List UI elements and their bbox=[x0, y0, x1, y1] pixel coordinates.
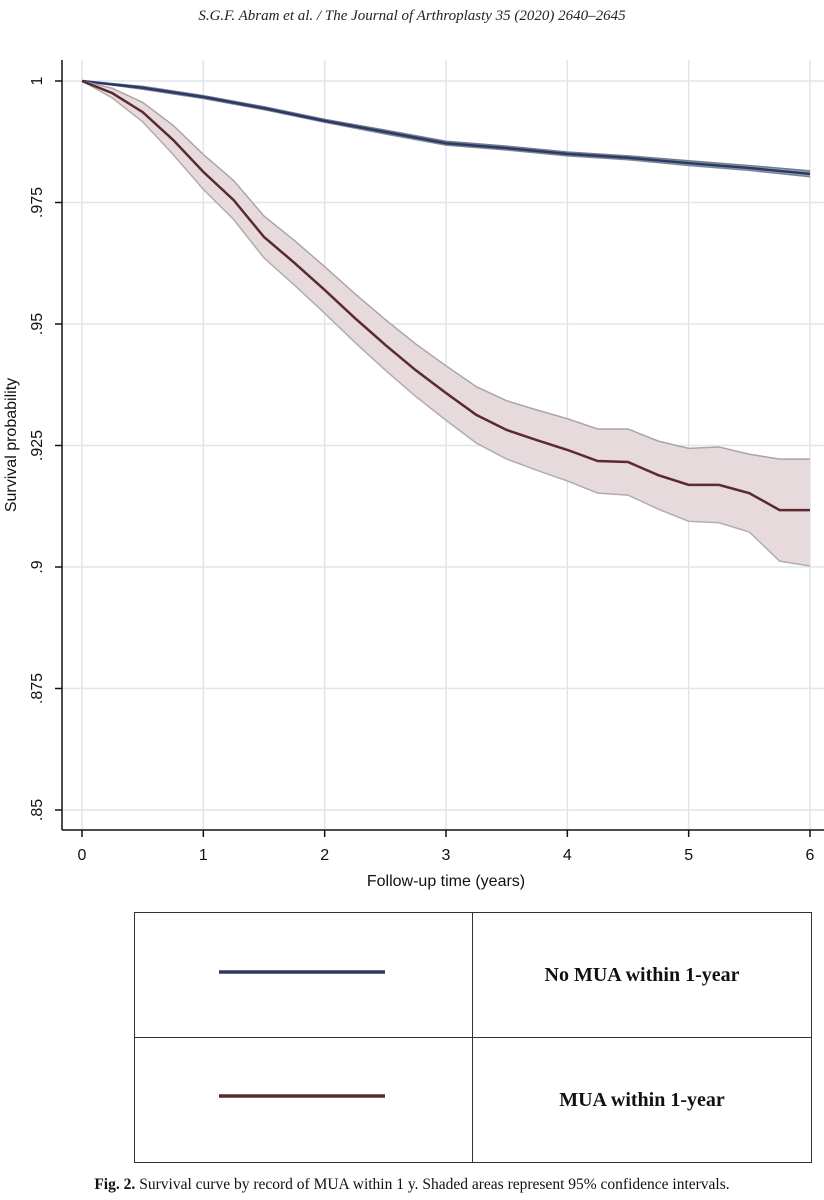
y-tick-label: .925 bbox=[29, 430, 46, 461]
confidence-band bbox=[82, 81, 810, 567]
x-tick-label: 1 bbox=[199, 847, 208, 864]
survival-line bbox=[81, 79, 810, 512]
legend-label: No MUA within 1-year bbox=[472, 912, 812, 1038]
ci-lower-line bbox=[81, 80, 811, 178]
ci-upper-line bbox=[81, 80, 811, 172]
y-tick-label: .85 bbox=[29, 799, 46, 821]
legend-swatch-cell bbox=[219, 970, 385, 974]
caption: Fig. 2. Survival curve by record of MUA w… bbox=[0, 1176, 824, 1194]
x-axis-label: Follow-up time (years) bbox=[367, 873, 525, 890]
y-tick-label: .975 bbox=[29, 187, 46, 218]
y-axis-label: Survival probability bbox=[3, 378, 20, 512]
x-tick-label: 0 bbox=[78, 847, 87, 864]
x-tick-label: 6 bbox=[806, 847, 815, 864]
y-tick-label: .875 bbox=[29, 673, 46, 704]
legend-swatch-cell bbox=[219, 1094, 385, 1098]
x-tick-label: 4 bbox=[563, 847, 572, 864]
legend: No MUA within 1-year MUA within 1-year bbox=[134, 912, 812, 1163]
x-tick-label: 5 bbox=[684, 847, 693, 864]
x-tick-label: 3 bbox=[442, 847, 451, 864]
legend-label: MUA within 1-year bbox=[472, 1037, 812, 1163]
x-tick-label: 2 bbox=[320, 847, 329, 864]
chart: Follow-up time (years) Survival probabil… bbox=[3, 60, 824, 890]
caption-label: Fig. 2. bbox=[94, 1176, 136, 1193]
y-tick-label: .9 bbox=[29, 560, 46, 573]
y-tick-label: .95 bbox=[29, 313, 46, 335]
journal-header: S.G.F. Abram et al. / The Journal of Art… bbox=[198, 8, 626, 24]
ci-lower-line bbox=[81, 80, 811, 567]
y-tick-label: 1 bbox=[29, 76, 46, 85]
caption-text: Survival curve by record of MUA within 1… bbox=[139, 1176, 730, 1193]
survival-line bbox=[81, 79, 811, 176]
ci-upper-line bbox=[81, 80, 810, 460]
